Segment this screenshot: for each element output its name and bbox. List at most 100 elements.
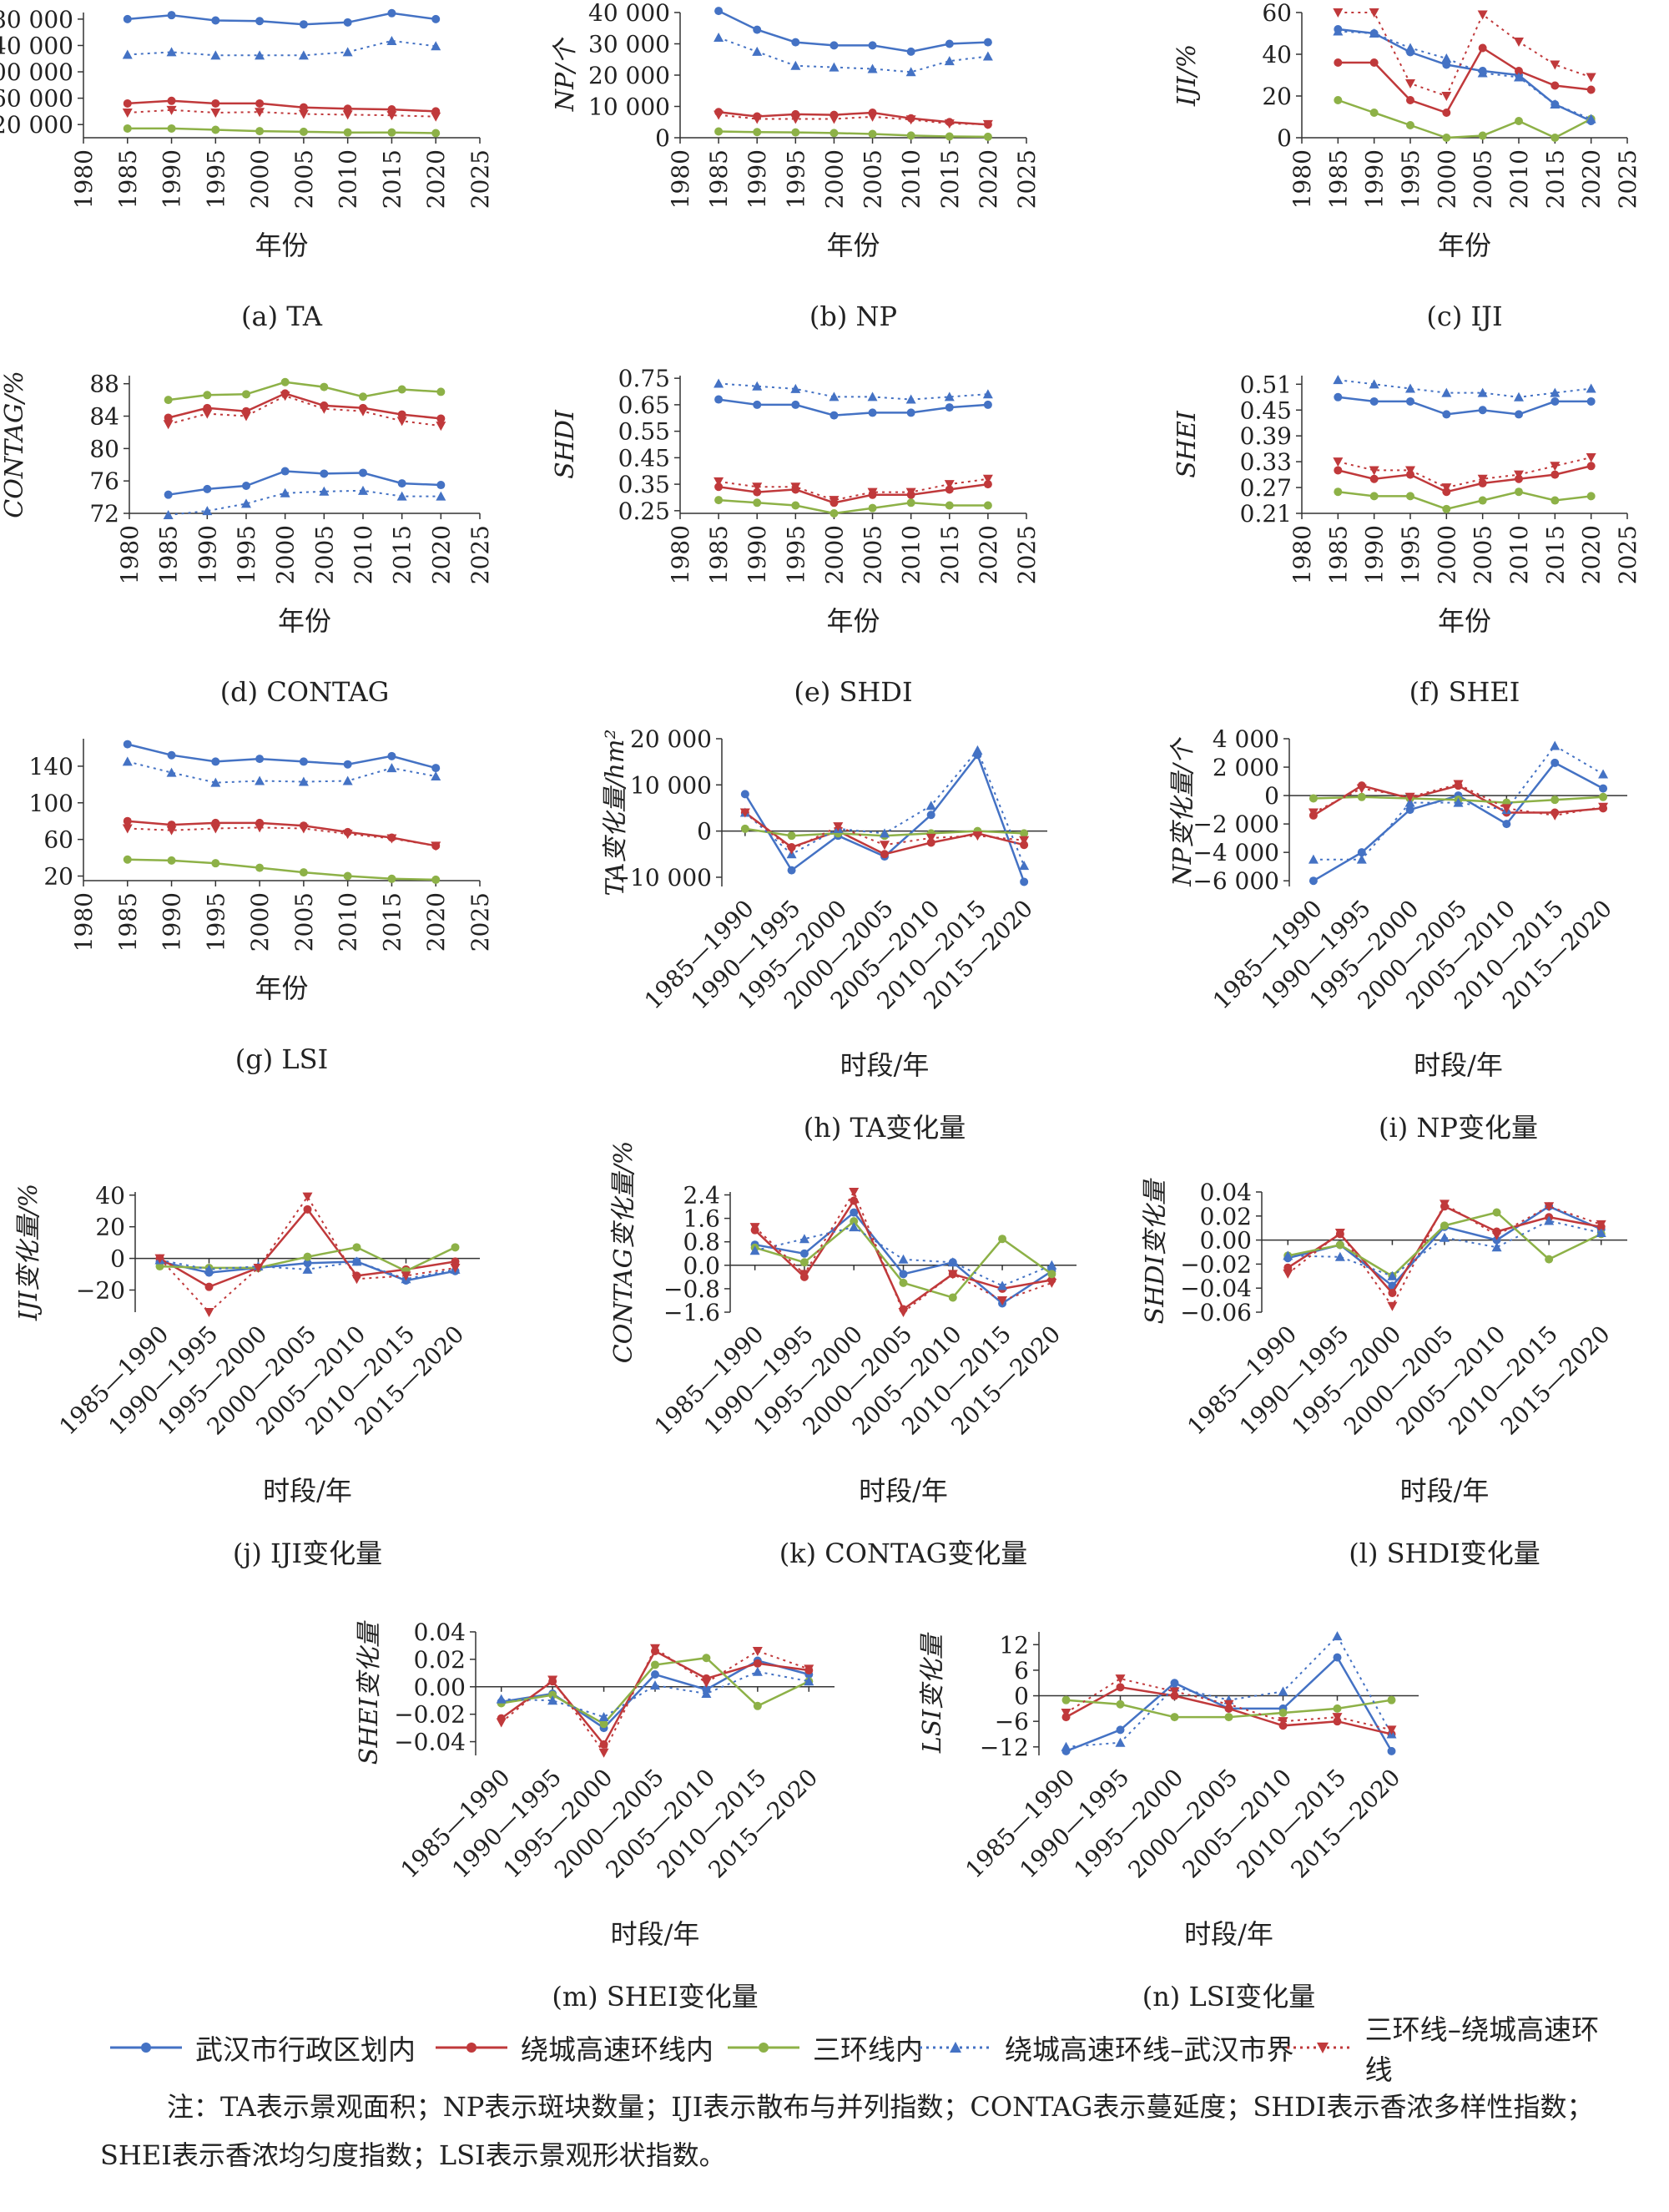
data-point [1404, 797, 1415, 807]
data-point [450, 1263, 461, 1273]
data-point [343, 760, 352, 769]
data-point [1551, 134, 1560, 142]
data-point [122, 109, 133, 118]
data-point [650, 1680, 660, 1690]
data-point [358, 485, 368, 495]
data-point [1550, 811, 1561, 821]
legend-swatch-circle-red [436, 2043, 507, 2053]
data-point [210, 50, 221, 60]
data-point [436, 422, 446, 432]
data-point [203, 484, 212, 493]
data-point [386, 35, 397, 45]
series-4 [1308, 780, 1609, 821]
data-point [948, 1293, 957, 1302]
data-point [799, 1249, 809, 1258]
data-point [167, 11, 176, 20]
data-point [753, 128, 762, 137]
data-point [947, 1270, 958, 1280]
data-point [1308, 808, 1319, 818]
data-point [1283, 1269, 1293, 1279]
series-line [718, 114, 988, 125]
data-point [255, 108, 265, 118]
y-tick-label: 0 [110, 1245, 125, 1273]
data-point [701, 1689, 712, 1698]
data-point [1551, 758, 1560, 767]
x-tick-label: 2020 [422, 149, 450, 209]
y-tick-label: −12 [980, 1734, 1029, 1761]
data-point [1491, 1230, 1502, 1240]
data-point [1369, 466, 1379, 476]
data-point [944, 119, 955, 129]
data-point [1369, 396, 1379, 406]
data-point [1551, 470, 1560, 479]
series-4 [1333, 8, 1596, 101]
data-point [905, 67, 916, 77]
chart-caption: (j) IJI变化量 [233, 1538, 382, 1569]
y-tick-label: 40 000 [588, 0, 670, 27]
data-point [945, 485, 954, 494]
y-tick-label: 60 [1262, 0, 1292, 27]
data-point [1334, 1251, 1345, 1261]
data-point [799, 1234, 809, 1244]
data-point [298, 109, 309, 119]
data-point [1357, 792, 1366, 801]
data-point [387, 8, 396, 18]
x-tick-label: 1990 [1361, 149, 1389, 209]
series-4 [1061, 1674, 1397, 1735]
series-3 [122, 35, 441, 60]
data-point [280, 377, 290, 386]
data-point [740, 824, 749, 833]
x-tick-label: 2005 [290, 892, 318, 952]
y-axis-title: SHDI [551, 409, 580, 479]
data-point [431, 875, 441, 884]
chart-b: 0 10 000 20 000 30 000 40 000 1980 1985 1990 199… [551, 0, 1041, 332]
data-point [804, 1664, 814, 1674]
data-point [752, 114, 763, 124]
y-axis-title: CONTAG/% [0, 371, 29, 518]
data-point [713, 33, 724, 42]
x-tick-label: 2015 [378, 892, 406, 952]
data-point [202, 409, 213, 419]
data-point [1551, 396, 1560, 406]
series-2 [714, 496, 992, 518]
data-point [1387, 1301, 1398, 1311]
x-tick-label: 2005 [860, 525, 887, 584]
x-tick-label: 2010 [1505, 525, 1533, 584]
data-point [1586, 396, 1596, 406]
series-line [168, 381, 441, 401]
data-point [714, 496, 724, 505]
data-point [972, 831, 983, 841]
y-tick-label: 1.6 [683, 1205, 720, 1233]
data-point [1116, 1683, 1125, 1692]
data-point [387, 751, 396, 760]
data-point [1441, 53, 1452, 63]
x-axis-title: 年份 [826, 605, 880, 637]
data-point [210, 824, 221, 834]
legend-item-wuhan: 武汉市行政区划内 [108, 2027, 416, 2068]
data-point [1369, 58, 1379, 67]
data-point [599, 1740, 608, 1749]
data-point [163, 509, 174, 519]
x-axis-title: 年份 [255, 230, 308, 261]
data-point [740, 790, 749, 799]
data-point [547, 1695, 558, 1705]
data-point [123, 124, 132, 133]
x-tick-label: 1980 [70, 892, 98, 952]
data-point [791, 501, 800, 510]
data-point [299, 103, 308, 112]
data-point [122, 756, 133, 766]
data-point [944, 480, 955, 490]
legend-item-ring-expressway: 绕城高速环线内 [434, 2027, 713, 2068]
series-1 [1283, 1202, 1606, 1297]
series-2 [1061, 1695, 1396, 1722]
y-tick-label: 20 000 [588, 62, 670, 89]
data-point [211, 125, 220, 134]
data-point [396, 491, 407, 501]
x-tick-label: 1995 [1397, 525, 1424, 584]
data-point [547, 1675, 558, 1685]
data-point [702, 1654, 711, 1663]
data-point [833, 822, 844, 832]
data-point [905, 394, 916, 404]
y-tick-label: 4 000 [1213, 725, 1279, 753]
data-point [905, 115, 916, 125]
